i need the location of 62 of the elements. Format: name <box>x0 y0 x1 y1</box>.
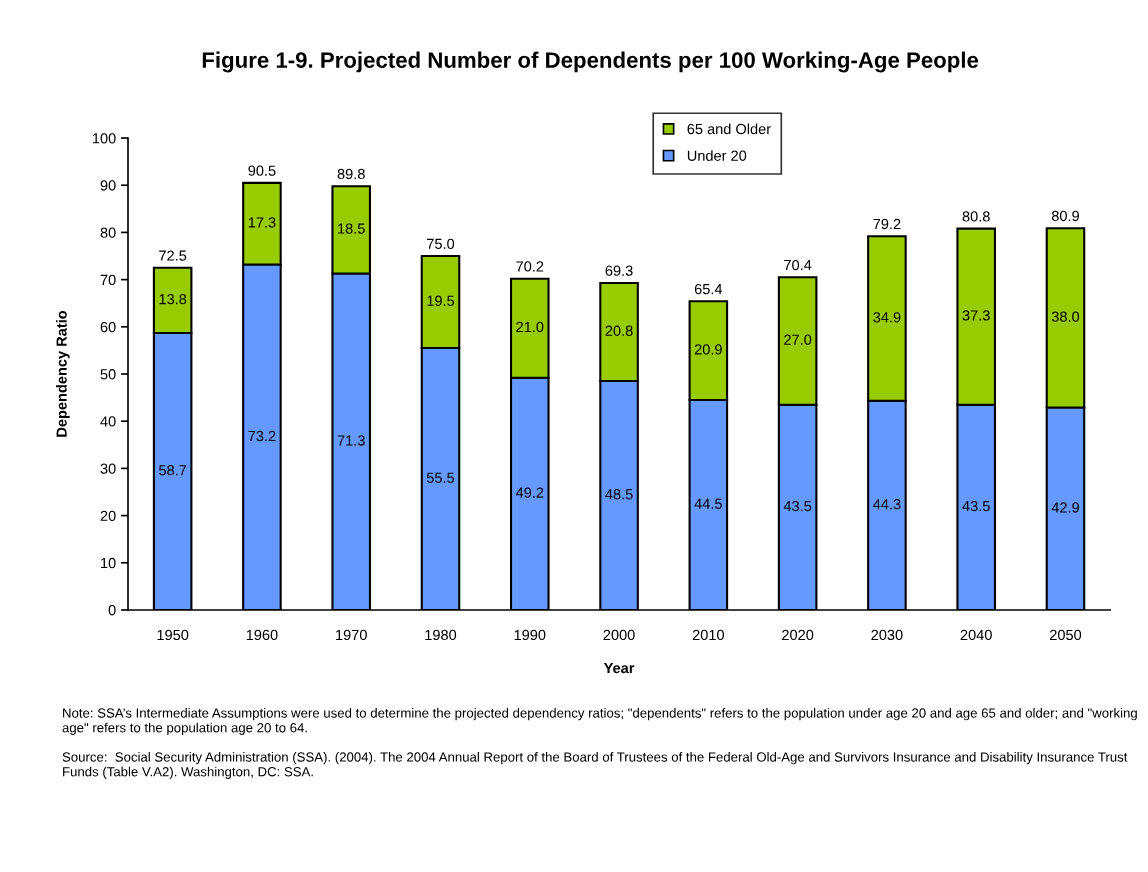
y-tick-label: 20 <box>100 510 116 522</box>
total-label: 79.2 <box>873 218 901 230</box>
data-label: 20.9 <box>694 344 722 355</box>
y-tick-label: 50 <box>100 369 116 380</box>
y-tick-label: 100 <box>92 133 116 144</box>
legend-label: 65 and Older <box>687 123 771 135</box>
x-tick-label: 1950 <box>157 629 189 641</box>
data-label: 19.5 <box>427 295 455 306</box>
total-label: 65.4 <box>694 283 723 295</box>
data-label: 13.8 <box>159 293 187 305</box>
x-tick-label: 1960 <box>246 629 278 641</box>
x-axis-title: Year <box>603 662 635 674</box>
total-label: 72.5 <box>159 250 187 261</box>
total-label: 90.5 <box>248 165 276 176</box>
data-label: 73.2 <box>248 430 276 442</box>
total-label: 75.0 <box>427 238 455 249</box>
y-tick-label: 40 <box>100 416 116 427</box>
data-label: 55.5 <box>426 472 455 483</box>
x-tick-label: 2050 <box>1049 629 1082 641</box>
x-tick-label: 2040 <box>960 629 992 641</box>
y-tick-label: 30 <box>100 463 116 474</box>
source-note: Source: Social Security Administration (SSA). (2004). The 2004 Annual Report of the Board of Trustees of the Federal Old-Age and Survivors Insurance and Disability Insurance Trust Funds (Table V.A2). Washington, DC: SSA. <box>62 752 1128 779</box>
x-tick-label: 2000 <box>603 629 635 641</box>
data-label: 58.7 <box>159 465 187 476</box>
y-axis-title: Dependency Ratio <box>56 310 70 437</box>
total-label: 70.4 <box>784 259 812 271</box>
chart-title: Figure 1-9. Projected Number of Dependents per 100 Working-Age People <box>202 51 979 73</box>
x-tick-label: 2030 <box>871 629 903 641</box>
data-label: 71.3 <box>337 435 365 446</box>
total-label: 89.8 <box>337 168 365 180</box>
data-label: 42.9 <box>1051 502 1079 513</box>
data-label: 34.9 <box>873 312 901 323</box>
data-label: 44.3 <box>873 499 901 510</box>
data-label: 27.0 <box>784 334 812 345</box>
data-label: 17.3 <box>248 217 276 228</box>
y-tick-label: 80 <box>100 227 116 238</box>
x-tick-label: 1990 <box>514 629 546 641</box>
total-label: 70.2 <box>516 261 544 272</box>
data-label: 38.0 <box>1051 311 1080 322</box>
y-tick-label: 90 <box>100 180 116 191</box>
x-tick-label: 1980 <box>425 629 457 641</box>
data-label: 20.8 <box>605 325 633 336</box>
data-label: 44.5 <box>694 498 722 509</box>
data-label: 49.2 <box>515 487 544 498</box>
x-tick-label: 1970 <box>336 629 367 641</box>
data-label: 48.5 <box>605 489 633 500</box>
data-label: 18.5 <box>338 223 365 234</box>
legend-label: Under 20 <box>687 150 747 161</box>
total-label: 80.8 <box>962 211 990 222</box>
data-label: 43.5 <box>962 500 990 512</box>
x-tick-label: 2010 <box>692 629 724 641</box>
y-tick-label: 60 <box>100 321 116 333</box>
y-tick-label: 10 <box>101 557 116 569</box>
total-label: 80.9 <box>1051 210 1079 222</box>
y-tick-label: 0 <box>108 605 116 616</box>
y-tick-label: 70 <box>100 274 116 286</box>
x-tick-label: 2020 <box>782 629 814 641</box>
data-label: 37.3 <box>962 310 990 321</box>
text: Note: SSA’s Intermediate Assumptions were used to determine the projected dependency ratios; "dependents" refers to the population under age 20 and age 65 and older; and "working age" refers to the population age 20 to 64. <box>62 708 1137 735</box>
total-label: 69.3 <box>605 265 633 276</box>
data-label: 43.5 <box>783 500 812 512</box>
data-label: 21.0 <box>516 321 544 333</box>
